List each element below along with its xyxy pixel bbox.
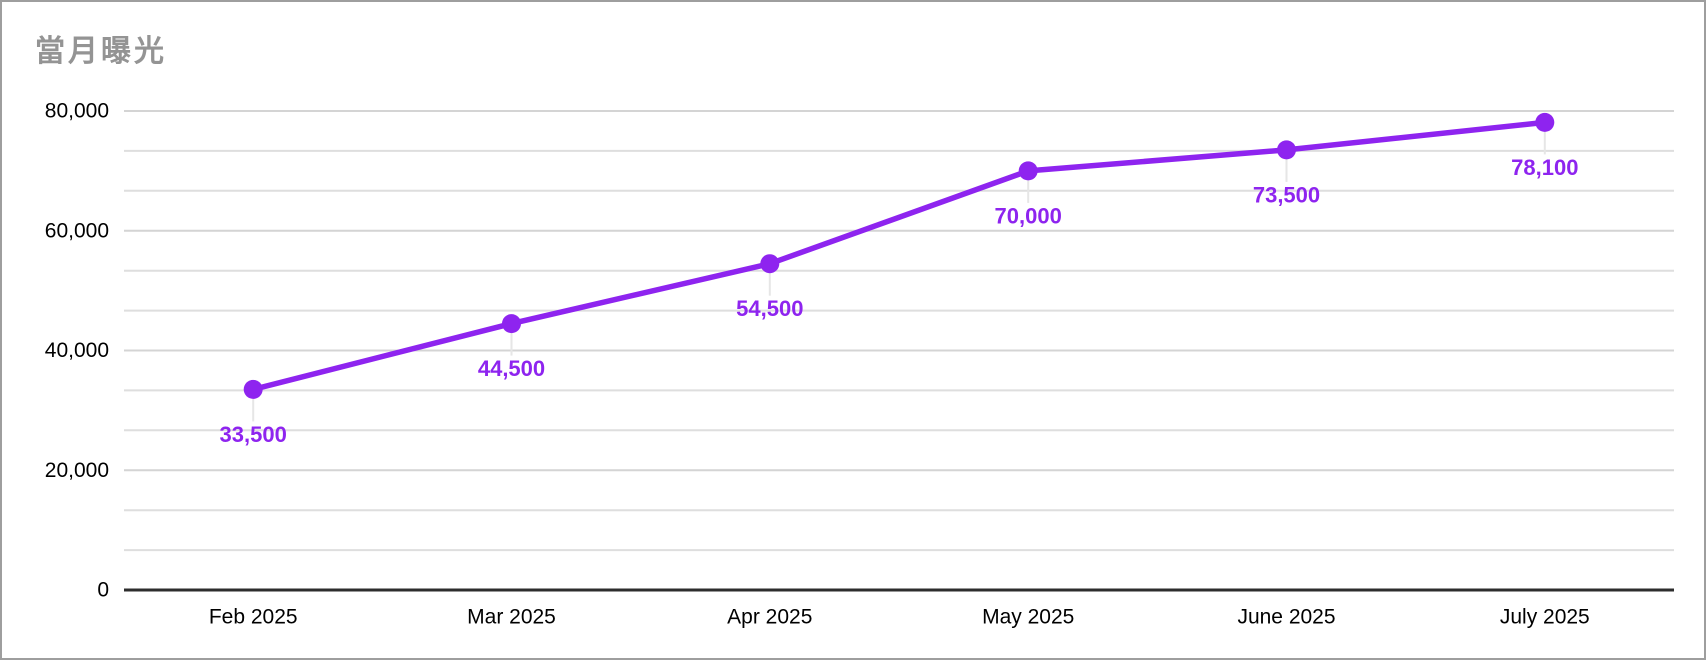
- x-axis-label: May 2025: [982, 606, 1074, 629]
- data-point-label: 78,100: [1511, 155, 1578, 180]
- data-point[interactable]: [1535, 112, 1555, 132]
- data-point-label: 44,500: [478, 356, 545, 381]
- data-point-label: 54,500: [736, 296, 803, 321]
- x-axis-label: June 2025: [1237, 606, 1335, 629]
- y-tick-label: 20,000: [45, 459, 109, 482]
- x-axis-label: Apr 2025: [727, 606, 812, 629]
- y-tick-label: 0: [97, 579, 109, 602]
- y-tick-label: 40,000: [45, 339, 109, 362]
- data-point-label: 73,500: [1253, 182, 1320, 207]
- data-point[interactable]: [1018, 161, 1038, 181]
- data-point-label: 70,000: [995, 203, 1062, 228]
- y-tick-label: 60,000: [45, 219, 109, 242]
- data-point[interactable]: [502, 314, 521, 334]
- series-line: [250, 119, 1548, 393]
- data-point[interactable]: [1277, 140, 1296, 160]
- data-point[interactable]: [760, 254, 780, 274]
- x-axis-label: July 2025: [1500, 606, 1590, 629]
- x-axis-label: Feb 2025: [209, 606, 298, 629]
- y-tick-label: 80,000: [45, 100, 109, 123]
- data-point-label: 33,500: [220, 422, 287, 447]
- chart-title: 當月曝光: [35, 35, 167, 68]
- x-axis-label: Mar 2025: [467, 606, 556, 629]
- data-point[interactable]: [243, 379, 263, 399]
